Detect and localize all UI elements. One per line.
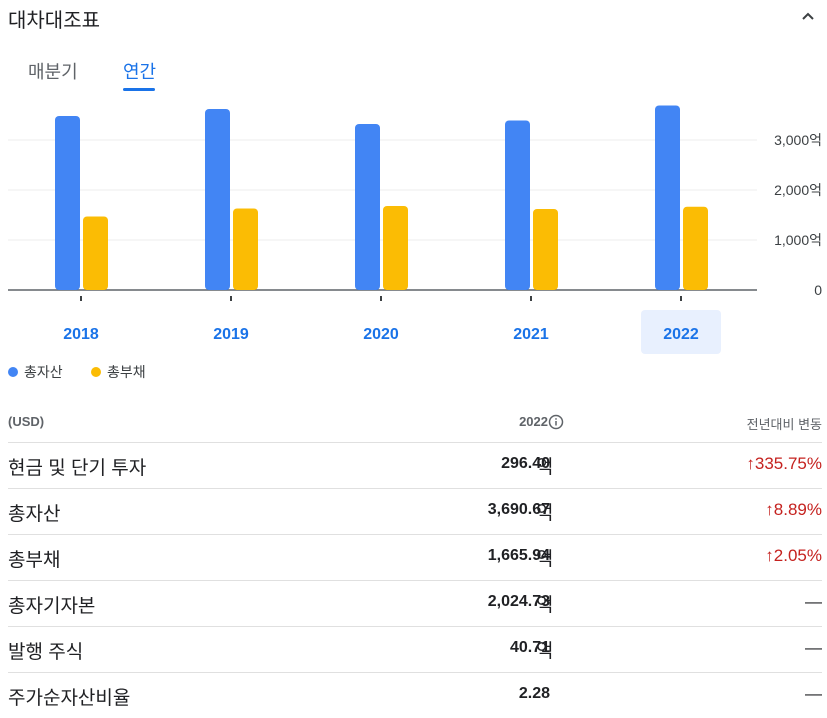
tab-annual[interactable]: 연간 xyxy=(123,62,157,82)
year-column-header: 2022 xyxy=(519,414,548,429)
row-unit: 억 xyxy=(536,595,554,616)
selected-year-highlight xyxy=(641,310,721,354)
row-change: ↑2.05% xyxy=(765,546,822,565)
row-value: 40.71 xyxy=(509,639,550,656)
tab-quarterly[interactable]: 매분기 xyxy=(28,62,78,82)
balance-sheet-table: (USD) 2022 전년대비 변동 현금 및 단기 투자 296.40 억 ↑335… xyxy=(8,400,822,718)
tab-selected-indicator xyxy=(123,88,155,91)
row-value: 1,665.94 xyxy=(487,547,550,564)
row-unit: 억 xyxy=(536,549,554,570)
section-title: 대차대조표 xyxy=(8,10,100,32)
bar-total-liabilities xyxy=(683,206,708,290)
row-change: — xyxy=(805,684,822,703)
table-row: 총자기자본 2,024.73 억 — xyxy=(8,581,822,627)
row-label: 현금 및 단기 투자 xyxy=(8,458,147,479)
info-icon[interactable] xyxy=(548,414,564,430)
bar-total-assets xyxy=(55,116,80,290)
table-row: 총자산 3,690.67 억 ↑8.89% xyxy=(8,489,822,535)
row-unit: 억 xyxy=(536,641,554,662)
row-change: — xyxy=(805,592,822,611)
y-tick-label: 1,000억 xyxy=(774,232,822,248)
x-tick-label[interactable]: 2021 xyxy=(513,326,549,343)
table-row: 발행 주식 40.71 억 — xyxy=(8,627,822,673)
bar-total-liabilities xyxy=(83,216,108,290)
x-tick-label[interactable]: 2020 xyxy=(363,326,399,343)
row-label: 총자산 xyxy=(8,504,61,525)
legend-label: 총부채 xyxy=(107,364,146,380)
row-value: 2.28 xyxy=(518,685,550,702)
table-row: 주가순자산비율 2.28 — xyxy=(8,673,822,718)
legend-item-total-liabilities: 총부채 xyxy=(91,362,146,382)
row-unit: 억 xyxy=(536,503,554,524)
row-label: 총자기자본 xyxy=(8,596,96,617)
bar-total-assets xyxy=(355,124,380,290)
y-tick-label: 2,000억 xyxy=(774,182,822,198)
bar-total-liabilities xyxy=(533,209,558,290)
row-label: 주가순자산비율 xyxy=(8,688,131,709)
x-tick-label[interactable]: 2019 xyxy=(213,326,249,343)
bar-total-assets xyxy=(205,109,230,290)
bar-total-liabilities xyxy=(233,208,258,290)
change-column-header: 전년대비 변동 xyxy=(746,417,822,432)
legend-item-total-assets: 총자산 xyxy=(8,362,63,382)
bar-total-assets xyxy=(505,120,530,290)
chevron-up-icon[interactable] xyxy=(800,8,816,24)
row-label: 발행 주식 xyxy=(8,642,84,663)
table-row: 총부채 1,665.94 억 ↑2.05% xyxy=(8,535,822,581)
legend-label: 총자산 xyxy=(24,364,63,380)
x-tick-label[interactable]: 2022 xyxy=(663,326,699,343)
legend-dot-total-liabilities xyxy=(91,367,101,378)
row-label: 총부채 xyxy=(8,550,61,571)
bar-total-liabilities xyxy=(383,206,408,290)
currency-label: (USD) xyxy=(8,414,45,429)
balance-sheet-chart: 0 1,000억 2,000억 3,000억 2018 2019 2020 2021 2022 xyxy=(8,105,822,354)
row-change: ↑335.75% xyxy=(746,454,822,473)
table-row: 현금 및 단기 투자 296.40 억 ↑335.75% xyxy=(8,443,822,489)
row-value: 296.40 xyxy=(501,455,550,472)
row-value: 3,690.67 xyxy=(487,501,550,518)
row-unit: 억 xyxy=(536,457,554,478)
row-value: 2,024.73 xyxy=(487,593,550,610)
bar-total-assets xyxy=(655,105,680,291)
section-header: 대차대조표 xyxy=(8,2,820,32)
row-change: ↑8.89% xyxy=(765,500,822,519)
legend-dot-total-assets xyxy=(8,367,18,378)
table-header: (USD) 2022 전년대비 변동 xyxy=(8,400,822,443)
x-tick-label[interactable]: 2018 xyxy=(63,326,99,343)
row-change: — xyxy=(805,638,822,657)
y-tick-label: 0 xyxy=(814,282,822,298)
y-tick-label: 3,000억 xyxy=(774,132,822,148)
